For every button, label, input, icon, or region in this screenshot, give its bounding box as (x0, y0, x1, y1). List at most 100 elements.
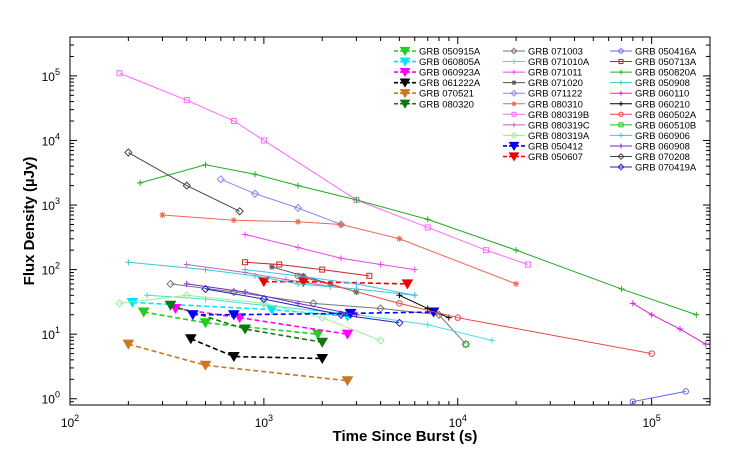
series-line (632, 302, 706, 345)
series (183, 280, 360, 318)
data-point (513, 280, 520, 287)
series (124, 148, 244, 216)
data-point (399, 57, 411, 67)
legend-label: GRB 050416A (635, 47, 697, 58)
series-line (128, 261, 415, 296)
data-point (182, 291, 191, 300)
data-point (300, 272, 307, 279)
x-tick-label: 102 (61, 413, 79, 430)
legend-entry: GRB 060906 (610, 131, 690, 142)
data-point (202, 266, 209, 273)
data-point (242, 231, 249, 238)
data-point (618, 90, 624, 96)
axis-ticks: 102 103 104 105 100 101 102 103 104 105 (42, 36, 711, 430)
legend-label: GRB 050820A (635, 68, 697, 79)
legend-entry: GRB 070521 (394, 89, 474, 100)
series-line (632, 390, 686, 403)
legend-label: GRB 050915A (419, 47, 481, 58)
series-line (263, 280, 408, 285)
data-point (338, 255, 345, 262)
legend-entry: GRB 060110 (610, 89, 689, 100)
data-point (396, 235, 403, 242)
legend-entry: GRB 070208 (610, 152, 690, 163)
data-point (401, 279, 414, 290)
data-point (483, 247, 490, 254)
legend-label: GRB 060923A (419, 68, 481, 79)
legend-entry: GRB 060210 (610, 99, 690, 110)
legend-entry: GRB 071003 (503, 47, 583, 58)
data-point (115, 299, 124, 308)
data-point (376, 304, 385, 313)
legend-entry: GRB 050915A (394, 47, 481, 58)
data-point (618, 80, 624, 86)
legend-label: GRB 060908 (635, 141, 690, 152)
data-point (124, 148, 133, 157)
legend-entry: GRB 071011 (503, 68, 582, 79)
legend-entry: GRB 071020 (503, 78, 583, 89)
legend-label: GRB 060805A (419, 57, 481, 68)
series (242, 259, 373, 279)
data-point (318, 313, 327, 322)
data-point (508, 152, 520, 162)
legend-label: GRB 080310 (528, 99, 583, 110)
data-point (126, 297, 139, 308)
data-point (353, 280, 360, 287)
legend-entry: GRB 060502A (610, 110, 697, 121)
data-point (648, 311, 655, 318)
series-line (128, 343, 348, 382)
legend-label: GRB 060210 (635, 99, 690, 110)
data-point (230, 118, 237, 125)
data-point (260, 137, 267, 144)
series-line (128, 152, 240, 212)
series-line (186, 263, 331, 287)
data-point (164, 300, 177, 311)
data-point (242, 259, 249, 266)
data-point (336, 220, 346, 229)
y-tick-label: 102 (42, 261, 60, 278)
data-point (454, 314, 462, 321)
data-point (617, 152, 625, 161)
data-point (227, 352, 240, 363)
series-line (143, 311, 319, 335)
data-point (295, 182, 302, 189)
data-point (424, 224, 431, 231)
data-point (629, 300, 636, 307)
data-point (511, 80, 517, 86)
legend-entry: GRB 050607 (503, 152, 583, 163)
series (629, 388, 690, 405)
legend-entry: GRB 060510B (610, 120, 696, 131)
data-point (319, 266, 326, 273)
data-point (250, 189, 260, 198)
data-point (376, 336, 385, 345)
series-line (245, 269, 415, 296)
legend-label: GRB 071011 (528, 68, 582, 79)
data-point (618, 143, 624, 149)
data-point (233, 313, 246, 324)
legend-label: GRB 060510B (635, 120, 696, 131)
data-point (693, 311, 700, 318)
legend-entry: GRB 071122 (503, 89, 582, 100)
data-point (295, 272, 302, 279)
data-point (259, 299, 269, 308)
data-point (259, 294, 269, 304)
data-point (137, 307, 150, 318)
data-point (316, 353, 329, 364)
legend-label: GRB 071122 (528, 89, 582, 100)
data-point (508, 141, 520, 151)
series (184, 334, 329, 364)
data-point (682, 388, 690, 395)
legend-label: GRB 070521 (419, 89, 474, 100)
y-tick-label: 105 (42, 67, 60, 84)
data-point (629, 398, 637, 405)
data-point (366, 272, 373, 279)
series-line (119, 72, 529, 265)
data-point (166, 279, 175, 289)
data-point (424, 321, 431, 328)
series-line (220, 178, 342, 225)
legend-entry: GRB 070419A (610, 163, 697, 174)
series-line (170, 283, 467, 345)
data-point (618, 101, 624, 107)
legend-entry: GRB 080319C (503, 120, 590, 131)
